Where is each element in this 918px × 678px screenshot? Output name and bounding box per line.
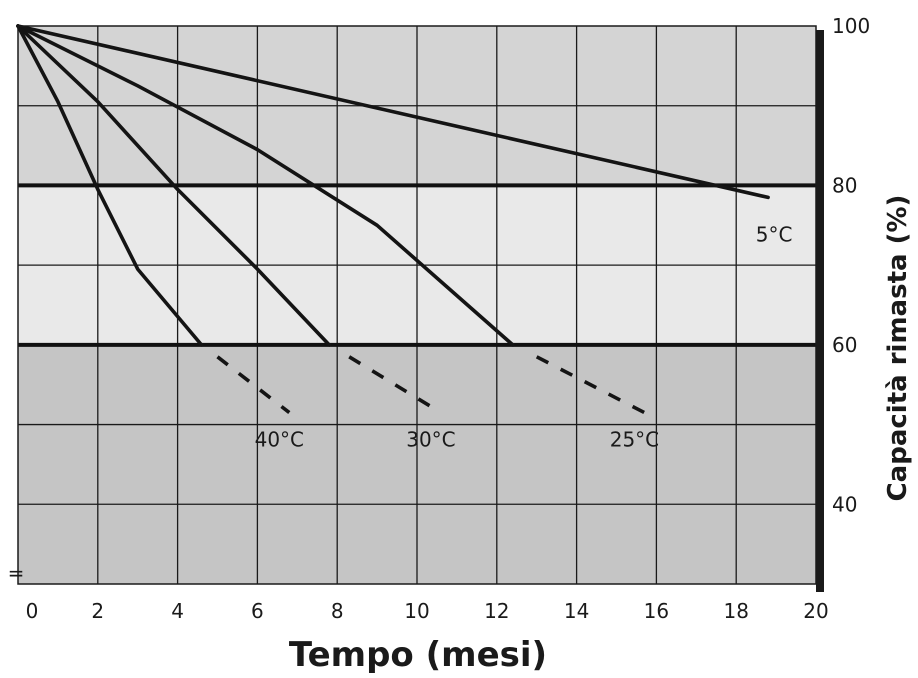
series-3-line (16, 24, 204, 347)
y-tick-label: 80 (832, 173, 857, 197)
series-2-line (16, 24, 332, 347)
series-label-0: 5°C (756, 222, 793, 246)
x-tick-label: 14 (564, 599, 589, 623)
x-tick-label: 6 (251, 599, 264, 623)
x-tick-label: 2 (91, 599, 104, 623)
y-tick-label: 100 (832, 14, 870, 38)
series-lines (16, 24, 770, 415)
y-tick-label: 40 (832, 492, 857, 516)
series-2-dashed-extension (348, 355, 442, 415)
x-tick-label: 18 (723, 599, 748, 623)
y-axis-title: Capacità rimasta (%) (883, 195, 913, 502)
axis-break-symbol: = (8, 561, 25, 585)
x-axis-title: Tempo (mesi) (289, 635, 547, 675)
x-tick-label: 4 (171, 599, 184, 623)
series-label-3: 40°C (255, 428, 304, 452)
series-label-1: 25°C (610, 428, 659, 452)
series-0-line (16, 24, 770, 200)
x-tick-label: 12 (484, 599, 509, 623)
y-tick-labels: 40 60 80 100 (832, 14, 870, 516)
plot-frame (17, 25, 824, 592)
x-tick-label: 0 (26, 599, 39, 623)
y-tick-label: 60 (832, 333, 857, 357)
series-1-dashed-extension (535, 355, 646, 415)
grid-lines (18, 26, 816, 584)
series-label-2: 30°C (406, 428, 455, 452)
x-tick-labels: 0 2 4 6 8 10 12 14 16 18 20 (26, 599, 829, 623)
x-tick-label: 10 (404, 599, 429, 623)
x-tick-label: 20 (803, 599, 828, 623)
series-1-line (16, 24, 515, 347)
series-labels: 5°C 25°C 30°C 40°C (255, 222, 793, 451)
plot-right-edge (816, 30, 824, 592)
reference-lines (18, 183, 816, 347)
x-tick-label: 16 (644, 599, 669, 623)
x-tick-label: 8 (331, 599, 344, 623)
